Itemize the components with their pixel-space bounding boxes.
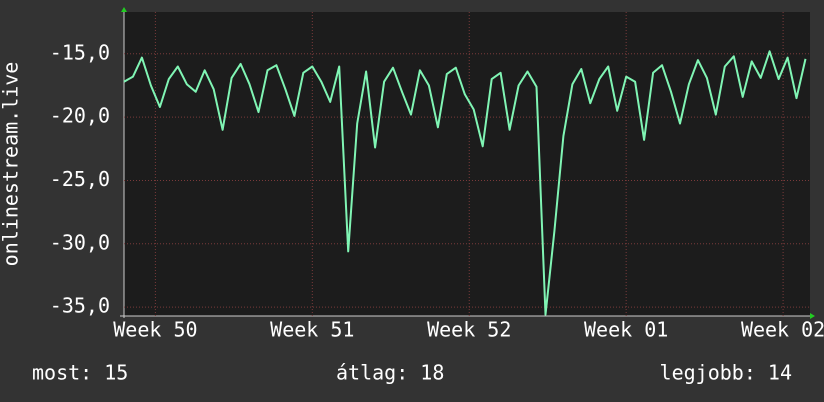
stat-best: legjobb: 14 <box>660 361 792 385</box>
plot-area <box>124 12 810 316</box>
x-tick-label: Week 01 <box>584 318 668 342</box>
y-axis-label: onlinestream.live <box>0 62 23 267</box>
y-tick-label: -25,0 <box>50 167 110 191</box>
x-arrow <box>810 313 815 319</box>
stat-current: most: 15 <box>32 361 128 385</box>
y-tick-label: -15,0 <box>50 40 110 64</box>
stat-average: átlag: 18 <box>336 361 444 385</box>
x-tick-label: Week 02 <box>741 318 824 342</box>
x-tick-label: Week 50 <box>113 318 197 342</box>
y-arrow <box>121 7 127 12</box>
x-tick-label: Week 51 <box>270 318 354 342</box>
y-tick-label: -20,0 <box>50 104 110 128</box>
x-tick-label: Week 52 <box>427 318 511 342</box>
y-tick-label: -35,0 <box>50 294 110 318</box>
y-tick-label: -30,0 <box>50 230 110 254</box>
data-line <box>123 50 807 316</box>
